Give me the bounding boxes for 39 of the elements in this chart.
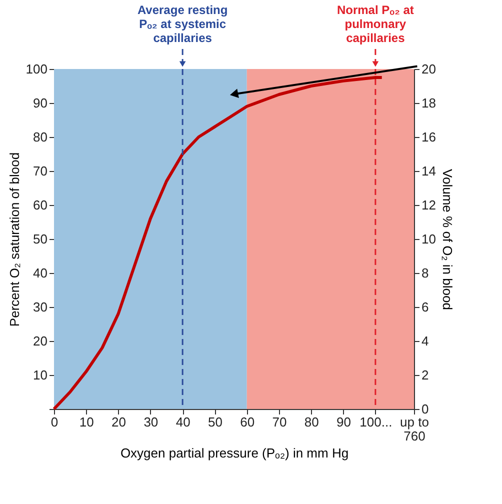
y-tick-label: 50	[33, 232, 48, 246]
x-tick-label: 80	[304, 414, 319, 430]
y-tick-label: 80	[33, 130, 48, 144]
ref-line-label: Normal Pₒ₂ at pulmonary capillaries	[336, 3, 414, 45]
y2-tick-label: 8	[422, 266, 429, 280]
x-tick-label: 100...	[360, 414, 392, 430]
x-tick-label: 0	[50, 414, 58, 430]
y2-axis-title: Volume % of O₂ in blood	[440, 169, 455, 310]
y-axis-title: Percent O₂ saturation of blood	[6, 152, 22, 327]
y-tick-label: 70	[33, 164, 48, 178]
line-series	[52, 76, 384, 410]
y-tick-label: 60	[33, 198, 48, 212]
x-tick-label: 30	[144, 414, 158, 430]
y2-tick-label: 16	[422, 130, 436, 144]
y-tick-label: 40	[33, 266, 48, 280]
y2-tick-label: 6	[422, 300, 429, 314]
x-tick-label: 50	[208, 414, 222, 430]
y2-tick-label: 10	[422, 232, 436, 246]
ref-line-label: Average resting Pₒ₂ at systemic capillaries	[137, 3, 228, 45]
y2-tick-label: 14	[422, 164, 436, 178]
x-tick-label: 10	[79, 414, 94, 430]
y2-tick-label: 18	[422, 96, 436, 110]
x-tick-label: 60	[240, 414, 255, 430]
y-tick-label: 20	[33, 334, 48, 348]
x-tick-label: 20	[112, 414, 126, 430]
x-tick-label: 40	[176, 414, 190, 430]
y2-tick-label: 0	[422, 402, 429, 416]
x-axis-title: Oxygen partial pressure (Pₒ₂) in mm Hg	[120, 446, 349, 460]
y-tick-label: 10	[33, 368, 48, 382]
y-tick-label: 90	[33, 96, 48, 110]
x-tick-label: 90	[336, 414, 352, 430]
y2-tick-label: 20	[422, 62, 436, 76]
y2-tick-label: 12	[422, 198, 436, 212]
y2-tick-label: 2	[422, 368, 429, 382]
y-tick-label: 100	[26, 62, 48, 76]
y-tick-label: 30	[33, 300, 48, 314]
x-tick-label: up to 760	[400, 414, 429, 444]
x-tick-label: 70	[272, 414, 287, 430]
y2-tick-label: 4	[422, 334, 429, 348]
